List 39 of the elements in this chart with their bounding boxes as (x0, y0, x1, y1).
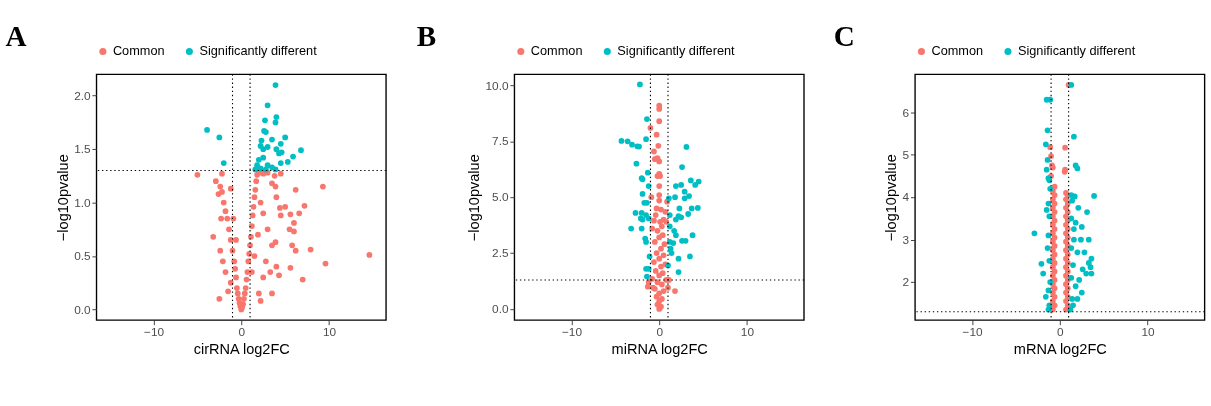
y-tick-label: 0.0 (492, 302, 509, 317)
x-tick-label: −10 (962, 325, 984, 340)
y-tick-label: 2.0 (74, 88, 92, 103)
legend-label: Common (112, 43, 165, 59)
x-tick-label: 10 (1141, 325, 1156, 340)
x-tick-label: 0 (238, 325, 246, 340)
y-axis-title: −log10pvalue (54, 154, 71, 242)
x-tick-label: 10 (322, 325, 337, 340)
y-tick-label: 0.0 (74, 302, 92, 317)
legend-label: Significantly different (1017, 43, 1136, 59)
y-tick-label: 10.0 (485, 78, 509, 93)
legend-label: Significantly different (199, 43, 318, 59)
x-tick-label: 0 (1057, 325, 1065, 340)
legend-label: Significantly different (617, 43, 736, 59)
x-tick-label: 0 (656, 325, 664, 340)
y-axis-title: −log10pvalue (883, 154, 900, 242)
legend-label: Common (530, 43, 583, 59)
x-tick-label: −10 (561, 325, 583, 340)
y-tick-label: 1.5 (74, 142, 92, 157)
x-tick-label: 10 (740, 325, 755, 340)
y-tick-label: 7.5 (492, 134, 509, 149)
x-axis-title: miRNA log2FC (611, 341, 708, 358)
chart-title: A (5, 20, 27, 53)
legend-label: Common (931, 43, 984, 59)
x-axis-title: mRNA log2FC (1013, 341, 1107, 358)
y-tick-label: 5.0 (492, 190, 509, 205)
y-tick-label: 5 (902, 147, 910, 162)
y-tick-label: 2.5 (492, 246, 509, 261)
y-axis-title: −log10pvalue (466, 154, 483, 242)
y-tick-label: 1.0 (74, 195, 92, 210)
y-tick-label: 2 (902, 275, 910, 290)
x-axis-title: cirRNA log2FC (193, 341, 290, 358)
chart-title: C (833, 20, 855, 53)
y-tick-label: 4 (902, 190, 910, 205)
y-tick-label: 3 (902, 232, 910, 247)
chart-title: B (416, 20, 437, 53)
y-tick-label: 6 (902, 105, 910, 120)
x-tick-label: −10 (143, 325, 165, 340)
y-tick-label: 0.5 (74, 249, 92, 264)
